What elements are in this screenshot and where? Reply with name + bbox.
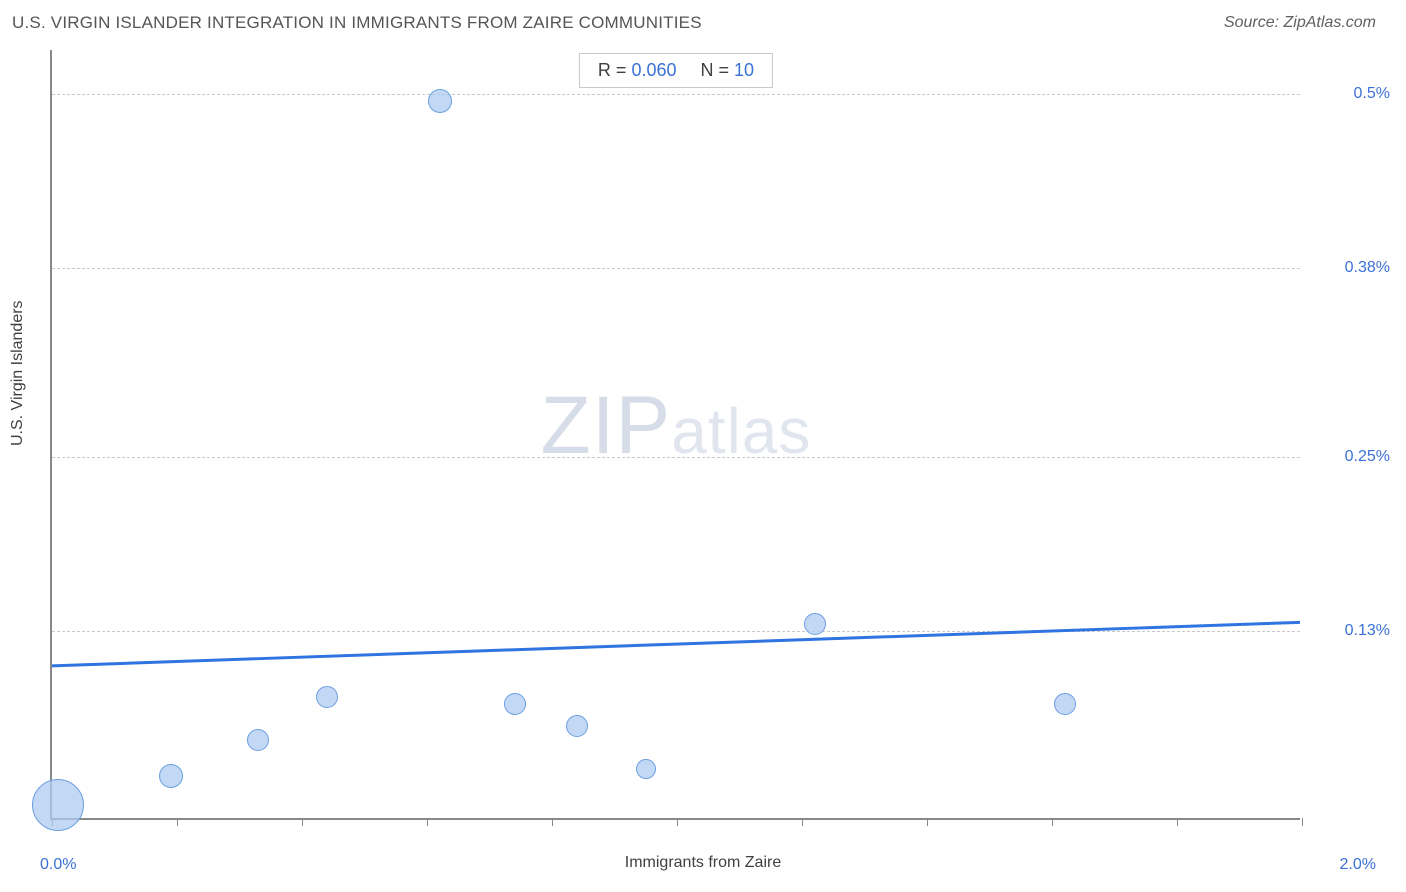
data-point [428,89,452,113]
data-point [32,779,84,831]
x-tick [1177,818,1178,826]
grid-line [52,268,1300,269]
x-tick [1052,818,1053,826]
scatter-plot: ZIPatlas 0.13%0.25%0.38%0.5% R = 0.060 N… [50,50,1300,820]
y-axis-label: U.S. Virgin Islanders [9,300,27,446]
source-prefix: Source: [1224,14,1284,31]
x-tick [802,818,803,826]
stats-box: R = 0.060 N = 10 [579,53,773,88]
data-point [636,759,656,779]
trend-line [52,50,1300,818]
y-tick-label: 0.25% [1310,448,1390,466]
r-value: 0.060 [631,60,676,80]
x-tick [1302,818,1303,826]
grid-line [52,457,1300,458]
data-point [316,686,338,708]
r-label: R = [598,60,627,80]
data-point [804,613,826,635]
n-label: N = [701,60,730,80]
data-point [159,764,183,788]
n-stat: N = 10 [701,60,755,81]
grid-line [52,631,1300,632]
data-point [566,715,588,737]
page-header: U.S. VIRGIN ISLANDER INTEGRATION IN IMMI… [0,0,1406,45]
y-tick-label: 0.38% [1310,259,1390,277]
x-tick [677,818,678,826]
x-tick [927,818,928,826]
watermark-logo: ZIPatlas [541,379,812,473]
data-point [504,693,526,715]
chart-title: U.S. VIRGIN ISLANDER INTEGRATION IN IMMI… [12,13,702,33]
x-axis-min-label: 0.0% [40,856,76,874]
x-axis-max-label: 2.0% [1340,856,1376,874]
r-stat: R = 0.060 [598,60,677,81]
y-tick-label: 0.13% [1310,622,1390,640]
x-tick [552,818,553,826]
x-axis-label: Immigrants from Zaire [625,854,781,872]
y-tick-label: 0.5% [1310,85,1390,103]
grid-line [52,94,1300,95]
n-value: 10 [734,60,754,80]
source-name: ZipAtlas.com [1284,14,1376,31]
data-point [247,729,269,751]
x-tick [302,818,303,826]
source-attribution: Source: ZipAtlas.com [1224,14,1376,32]
x-tick [427,818,428,826]
data-point [1054,693,1076,715]
x-tick [177,818,178,826]
